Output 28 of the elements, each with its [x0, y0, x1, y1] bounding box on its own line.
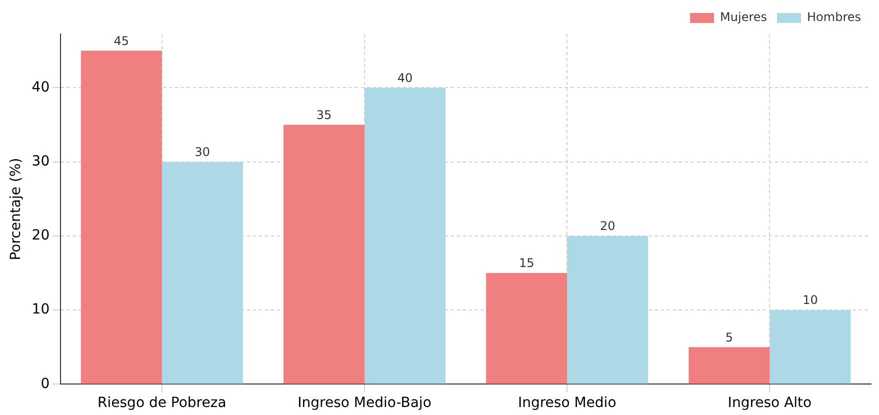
bar [162, 162, 243, 384]
bar [486, 273, 568, 384]
data-label: 5 [725, 330, 734, 344]
y-tick-label: 0 [40, 376, 50, 392]
legend-label: Hombres [807, 10, 862, 24]
x-tick-label: Ingreso Medio [518, 395, 616, 412]
y-tick-label: 20 [32, 228, 50, 244]
data-label: 35 [316, 108, 332, 122]
data-label: 45 [114, 34, 130, 48]
data-label: 30 [194, 144, 210, 159]
bar [688, 347, 770, 384]
y-tick-label: 10 [32, 302, 50, 318]
x-tick-label: Ingreso Alto [728, 395, 812, 412]
data-label: 10 [802, 293, 818, 308]
x-tick-label: Ingreso Medio-Bajo [298, 395, 432, 412]
legend-label: Mujeres [720, 10, 768, 24]
data-label: 20 [600, 219, 616, 234]
bar [567, 236, 648, 384]
y-axis-title: Porcentaje (%) [8, 158, 24, 260]
data-label: 15 [518, 256, 534, 270]
bar [283, 124, 365, 384]
bar [364, 88, 446, 384]
x-tick-label: Riesgo de Pobreza [98, 395, 226, 412]
bar [770, 310, 851, 384]
y-tick-label: 40 [32, 79, 50, 96]
bar [80, 50, 162, 384]
y-tick-label: 30 [32, 153, 50, 170]
data-label: 40 [397, 70, 413, 85]
